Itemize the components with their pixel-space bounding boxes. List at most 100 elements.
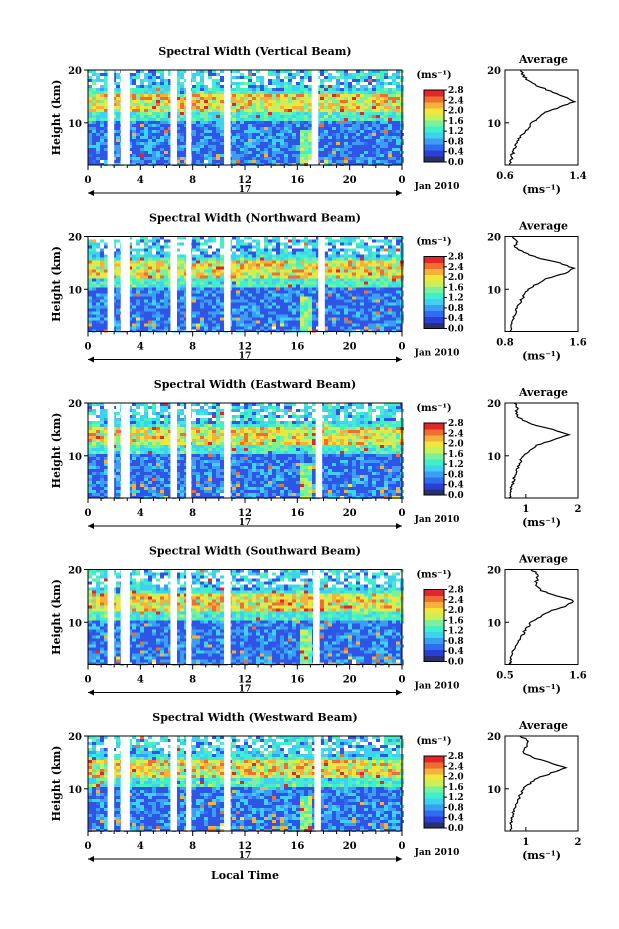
colorbar-segment [424, 649, 444, 656]
average-y-tick-label: 10 [487, 285, 501, 296]
colorbar-tick-label: 1.2 [448, 627, 464, 637]
average-x-tick-label: 0.6 [496, 171, 513, 182]
colorbar-tick-label: 0.0 [448, 658, 464, 668]
x-tick-label: 0 [85, 841, 92, 852]
data-gap [107, 736, 115, 831]
colorbar-segment [424, 102, 444, 109]
y-axis-label: Height (km) [50, 80, 63, 156]
colorbar-segment [424, 786, 444, 793]
data-gap [318, 236, 325, 332]
colorbar-segment [424, 465, 444, 472]
chart-panel-4: Spectral Width (Southward Beam) 10 20 Heigh… [50, 545, 587, 696]
data-gap [186, 70, 192, 165]
day-axis-arrow-right [396, 689, 402, 696]
date-label: Jan 2010 [414, 515, 460, 525]
colorbar-frame [423, 755, 445, 829]
colorbar-tick-label: 0.8 [448, 803, 464, 813]
colorbar-segment [424, 447, 444, 454]
colorbar-segment [424, 286, 444, 293]
colorbar-segment [424, 792, 444, 799]
colorbar-tick-label: 0.0 [448, 325, 464, 335]
colorbar-tick-label: 1.6 [448, 616, 464, 626]
x-tick-label: 20 [343, 342, 357, 353]
colorbar-unit: (ms⁻¹) [416, 570, 451, 581]
colorbar-tick-label: 1.6 [448, 783, 464, 793]
average-y-tick-label: 10 [487, 452, 501, 463]
colorbar-tick-label: 0.4 [448, 814, 464, 824]
colorbar-unit: (ms⁻¹) [416, 237, 451, 248]
colorbar-segment [424, 595, 444, 602]
colorbar-segment [424, 804, 444, 811]
data-gap [120, 236, 130, 332]
average-y-tick-label: 20 [487, 66, 501, 77]
colorbar-tick-label: 1.2 [448, 460, 464, 470]
colorbar-frame [423, 589, 445, 662]
colorbar-tick-label: 2.0 [448, 606, 464, 616]
colorbar-segment [424, 601, 444, 608]
colorbar-segment [424, 655, 444, 662]
data-gap [224, 403, 231, 498]
colorbar-unit: (ms⁻¹) [416, 403, 451, 414]
day-axis-arrow-right [396, 856, 402, 862]
x-tick-label: 20 [343, 841, 357, 852]
data-gap [224, 70, 231, 165]
colorbar-frame [423, 422, 445, 496]
colorbar-segment [424, 798, 444, 805]
colorbar-tick-label: 2.8 [448, 586, 464, 596]
data-gap [170, 736, 177, 831]
colorbar-segment [424, 780, 444, 787]
panel-title: Spectral Width (Westward Beam) [152, 711, 357, 724]
y-axis-label: Height (km) [50, 579, 63, 655]
average-y-tick-label: 20 [487, 233, 501, 244]
colorbar-segment [424, 631, 444, 638]
day-axis-arrow-left [88, 689, 94, 696]
y-tick-label: 20 [68, 233, 82, 244]
colorbar-segment [424, 441, 444, 448]
colorbar-segment [424, 274, 444, 281]
data-gap [186, 236, 192, 332]
colorbar-frame [423, 256, 445, 329]
chart-panel-3: Spectral Width (Eastward Beam)1020Height… [50, 378, 582, 529]
colorbar-segment [424, 126, 444, 133]
colorbar-tick-label: 2.8 [448, 253, 464, 263]
chart-panel-5: Spectral Width (Westward Beam)1020Height… [50, 711, 582, 862]
data-gap [107, 236, 115, 332]
colorbar-tick-label: 2.0 [448, 773, 464, 783]
heatmap-cells [88, 736, 404, 832]
panel-title: Spectral Width (Northward Beam) [149, 212, 361, 225]
colorbar-tick-label: 0.4 [448, 314, 464, 324]
x-tick-label: 20 [343, 175, 357, 186]
y-tick-label: 10 [68, 618, 82, 629]
data-gap [186, 403, 192, 498]
y-tick-label: 10 [68, 452, 82, 463]
colorbar-segment [424, 453, 444, 460]
data-gap [170, 236, 177, 332]
average-unit: (ms⁻¹) [522, 516, 561, 529]
average-title: Average [518, 220, 568, 233]
x-tick-label: 0 [399, 508, 406, 519]
date-label: Jan 2010 [414, 848, 460, 858]
colorbar-segment [424, 625, 444, 632]
colorbar-tick-label: 1.2 [448, 294, 464, 304]
colorbar-tick-label: 0.8 [448, 304, 464, 314]
colorbar-segment [424, 637, 444, 644]
x-tick-label: 0 [399, 841, 406, 852]
average-x-tick-label: 0.8 [496, 338, 513, 349]
average-y-tick-label: 20 [487, 399, 501, 410]
average-y-tick-label: 10 [487, 618, 501, 629]
data-gap [224, 569, 231, 665]
average-x-tick-label: 2 [575, 504, 582, 515]
average-profile-line [508, 402, 572, 499]
data-gap [314, 736, 321, 831]
x-tick-label: 12 [238, 841, 252, 852]
colorbar-tick-label: 2.0 [448, 107, 464, 117]
average-y-tick-label: 20 [487, 566, 501, 577]
x-tick-label: 16 [290, 175, 304, 186]
data-gap [120, 736, 130, 831]
colorbar-tick-label: 1.6 [448, 283, 464, 293]
colorbar-tick-label: 1.6 [448, 450, 464, 460]
data-gap [224, 236, 231, 332]
colorbar-tick-label: 0.4 [448, 481, 464, 491]
x-axis-label: Local Time [211, 869, 279, 882]
data-gap [186, 736, 192, 831]
